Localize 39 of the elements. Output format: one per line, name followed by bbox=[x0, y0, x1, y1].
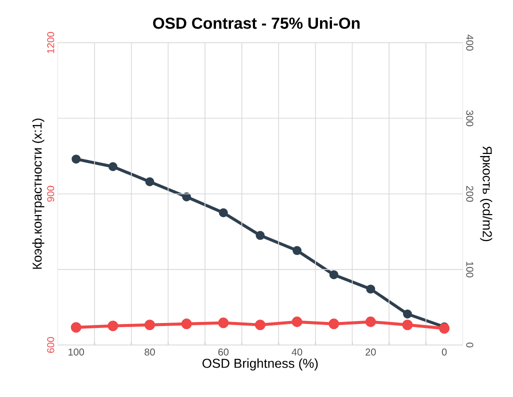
x-tick-label: 80 bbox=[144, 348, 155, 356]
y-tick-label: 900 bbox=[47, 186, 54, 202]
y2-tick-label: 0 bbox=[466, 342, 474, 348]
point bbox=[218, 208, 228, 218]
y2-tick-label: 400 bbox=[466, 34, 474, 51]
x-tick-label: 60 bbox=[218, 348, 229, 356]
point bbox=[144, 320, 156, 330]
y2-tick-label: 100 bbox=[466, 262, 474, 278]
x-tick-label: 40 bbox=[292, 348, 302, 356]
point bbox=[256, 230, 265, 240]
y-tick-label: 600 bbox=[47, 337, 54, 353]
point bbox=[254, 320, 266, 330]
x-tick-label: 20 bbox=[366, 348, 376, 356]
point bbox=[70, 322, 82, 333]
point bbox=[328, 318, 340, 330]
point bbox=[292, 316, 302, 328]
point bbox=[366, 284, 376, 294]
point bbox=[402, 320, 413, 330]
point bbox=[72, 154, 81, 164]
y2-axis-title: Яркость (cd/m2) bbox=[480, 146, 492, 242]
y-tick-label: 1200 bbox=[47, 32, 54, 54]
y2-tick-label: 200 bbox=[466, 186, 474, 202]
chart-title: OSD Contrast - 75% Uni-On bbox=[153, 17, 360, 29]
point bbox=[329, 270, 338, 280]
y-axis-title: Коэф.контрастности (x:1) bbox=[32, 118, 44, 269]
point bbox=[182, 192, 192, 202]
point bbox=[218, 318, 229, 328]
point bbox=[181, 318, 192, 330]
point bbox=[145, 177, 154, 186]
point bbox=[108, 162, 118, 172]
point bbox=[439, 323, 450, 334]
point bbox=[402, 310, 412, 318]
x-tick-label: 100 bbox=[68, 348, 84, 356]
point bbox=[365, 316, 376, 328]
x-tick-label: 0 bbox=[442, 348, 447, 356]
y2-tick-label: 300 bbox=[466, 110, 474, 126]
x-axis-title: OSD Brightness (%) bbox=[202, 358, 318, 370]
point bbox=[292, 246, 302, 256]
point bbox=[108, 320, 118, 332]
